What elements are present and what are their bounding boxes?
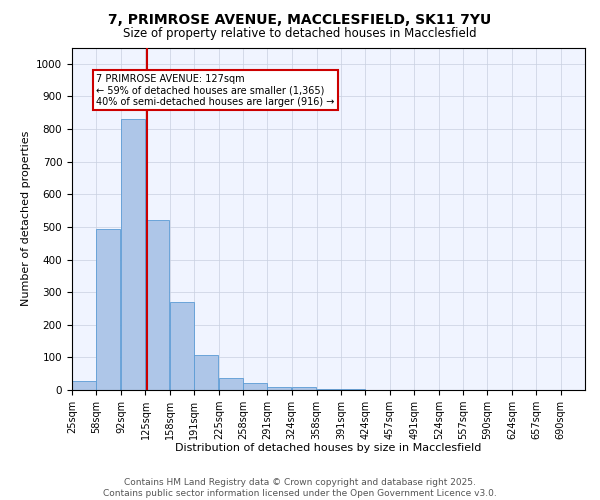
Text: 7 PRIMROSE AVENUE: 127sqm
← 59% of detached houses are smaller (1,365)
40% of se: 7 PRIMROSE AVENUE: 127sqm ← 59% of detac… <box>96 74 335 107</box>
X-axis label: Distribution of detached houses by size in Macclesfield: Distribution of detached houses by size … <box>175 444 482 454</box>
Bar <box>194 355 218 390</box>
Bar <box>121 120 145 390</box>
Bar <box>170 302 194 390</box>
Bar <box>145 220 169 390</box>
Bar <box>72 381 96 390</box>
Y-axis label: Number of detached properties: Number of detached properties <box>20 131 31 306</box>
Text: 7, PRIMROSE AVENUE, MACCLESFIELD, SK11 7YU: 7, PRIMROSE AVENUE, MACCLESFIELD, SK11 7… <box>109 12 491 26</box>
Bar <box>219 378 243 390</box>
Text: Contains HM Land Registry data © Crown copyright and database right 2025.
Contai: Contains HM Land Registry data © Crown c… <box>103 478 497 498</box>
Bar <box>243 383 267 390</box>
Bar <box>292 388 316 390</box>
Text: Size of property relative to detached houses in Macclesfield: Size of property relative to detached ho… <box>123 28 477 40</box>
Bar <box>317 389 341 390</box>
Bar <box>96 229 120 390</box>
Bar <box>268 386 292 390</box>
